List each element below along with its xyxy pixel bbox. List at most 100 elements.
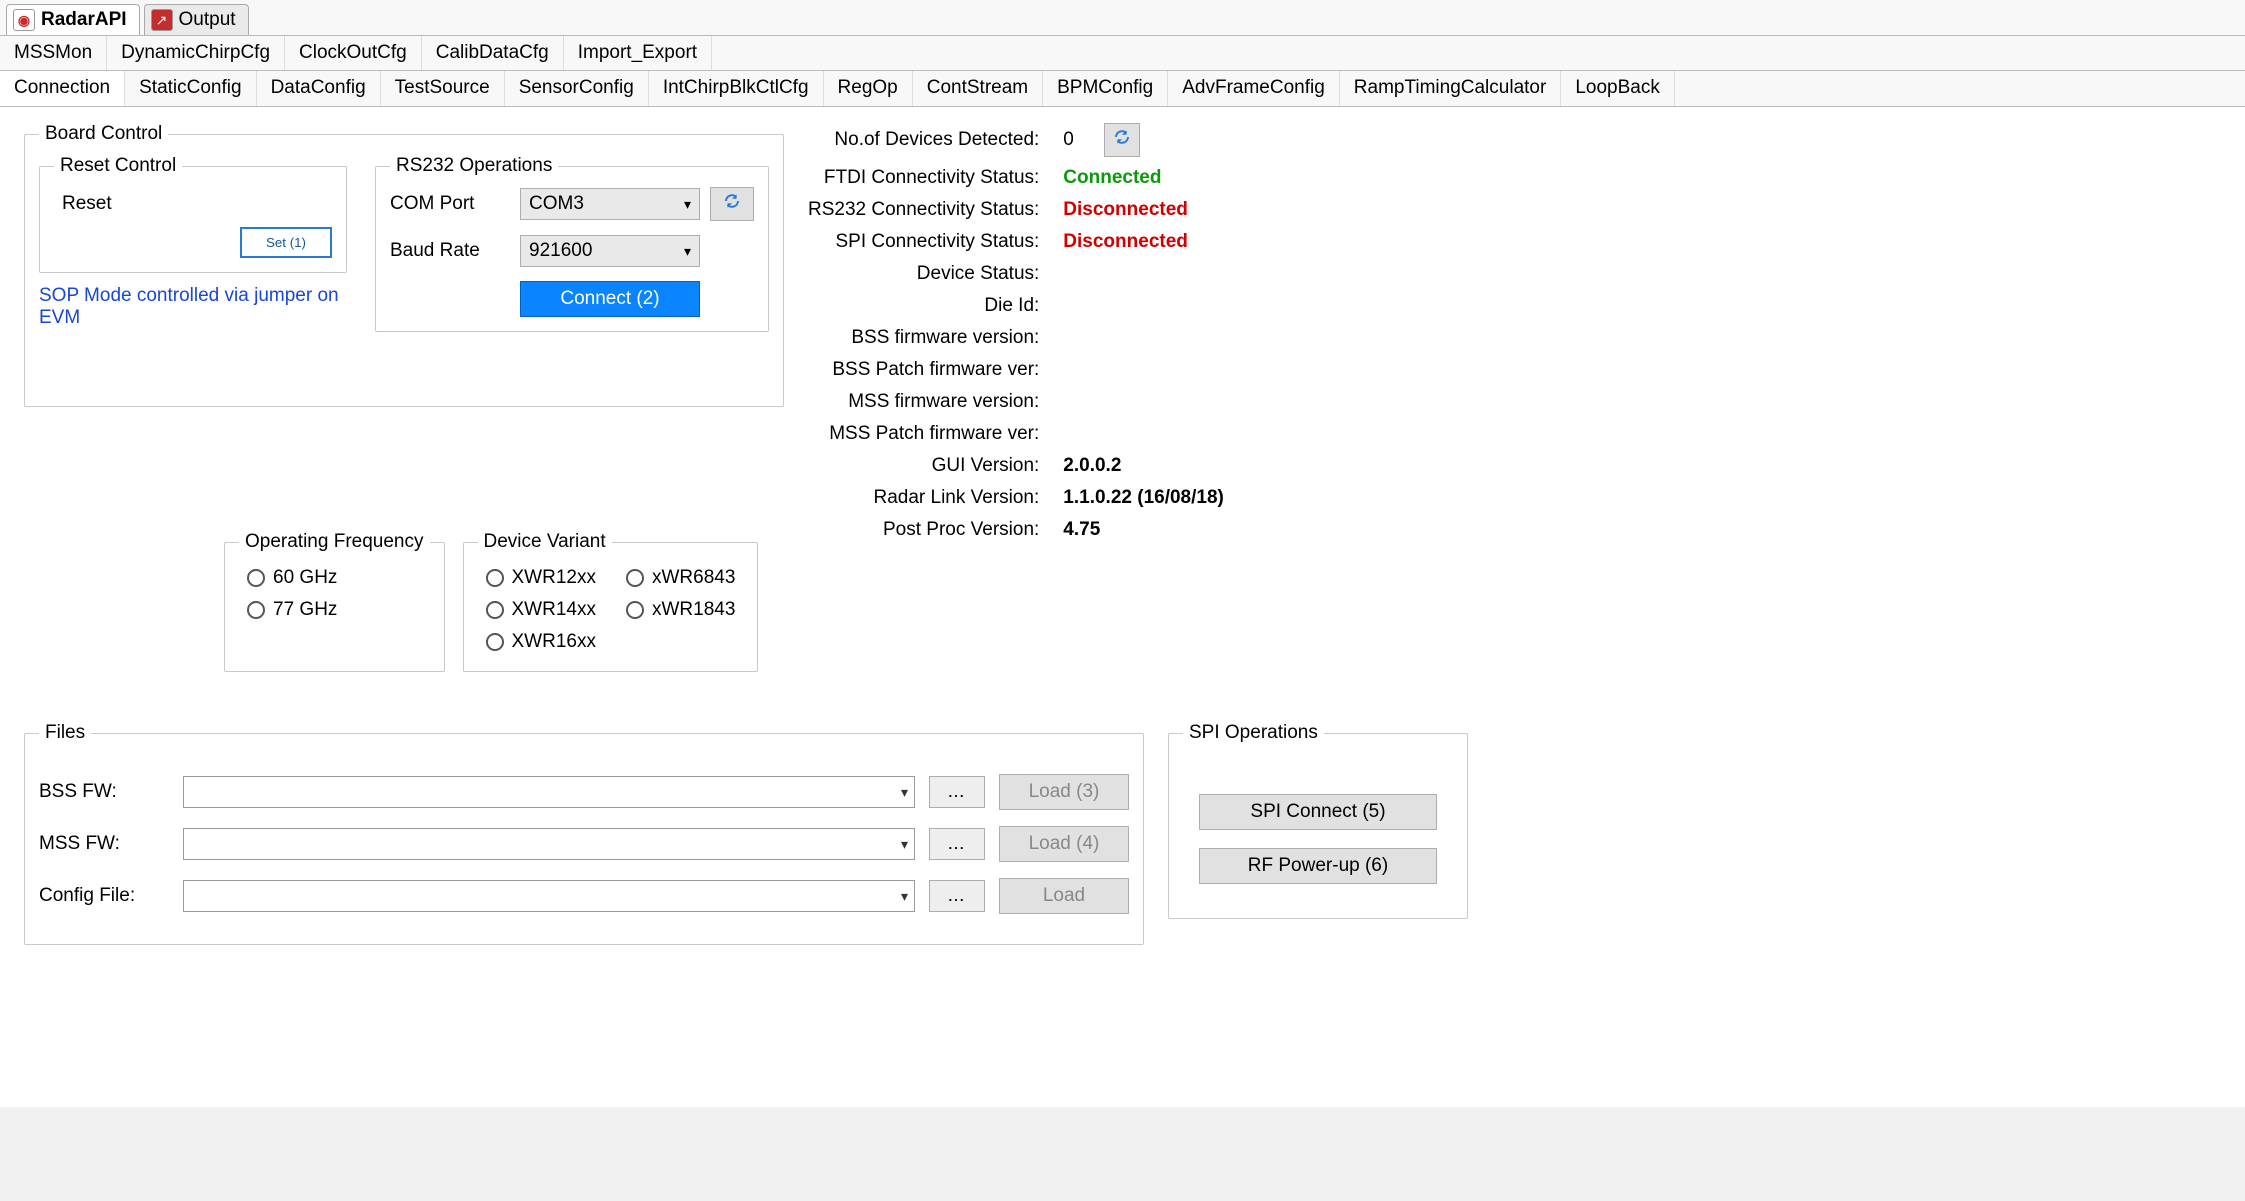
post-proc-value: 4.75 (1063, 519, 1224, 541)
secondary-tab-strip: MSSMonDynamicChirpCfgClockOutCfgCalibDat… (0, 36, 2245, 71)
tab-radarapi[interactable]: ◉ RadarAPI (6, 4, 140, 35)
tab-output[interactable]: ↗ Output (144, 4, 249, 35)
reset-control-group: Reset Control Reset Set (1) (39, 155, 347, 273)
tab-clockoutcfg[interactable]: ClockOutCfg (285, 36, 422, 70)
tab-loopback[interactable]: LoopBack (1561, 71, 1675, 106)
tab-mssmon[interactable]: MSSMon (0, 36, 107, 70)
bss-fw-label: BSS firmware version: (808, 327, 1039, 349)
tab-regop[interactable]: RegOp (824, 71, 913, 106)
mss-fw-load-button[interactable]: Load (4) (999, 826, 1129, 862)
baud-rate-value: 921600 (529, 240, 592, 262)
refresh-icon (723, 192, 741, 210)
tab-bpmconfig[interactable]: BPMConfig (1043, 71, 1168, 106)
status-panel: No.of Devices Detected: 0 FTDI Connectiv… (808, 123, 1224, 541)
rf-powerup-button[interactable]: RF Power-up (6) (1199, 848, 1437, 884)
config-file-load-button[interactable]: Load (999, 878, 1129, 914)
tab-ramptimingcalculator[interactable]: RampTimingCalculator (1340, 71, 1562, 106)
reset-label: Reset (54, 187, 332, 227)
variant-xwr14xx-radio[interactable]: XWR14xx (486, 599, 596, 621)
tab-radarapi-label: RadarAPI (41, 9, 127, 31)
tab-import-export[interactable]: Import_Export (564, 36, 712, 70)
freq-60ghz-radio[interactable]: 60 GHz (247, 567, 422, 589)
tab-dynamicchirpcfg[interactable]: DynamicChirpCfg (107, 36, 285, 70)
com-port-refresh-button[interactable] (710, 187, 754, 221)
tertiary-tab-strip: ConnectionStaticConfigDataConfigTestSour… (0, 71, 2245, 107)
gui-version-label: GUI Version: (808, 455, 1039, 477)
bss-fw-file-label: BSS FW: (39, 781, 169, 803)
rs232-connect-button[interactable]: Connect (2) (520, 281, 700, 317)
config-file-label: Config File: (39, 885, 169, 907)
spi-status-label: SPI Connectivity Status: (808, 231, 1039, 253)
variant-xwr12xx-radio[interactable]: XWR12xx (486, 567, 596, 589)
ftdi-status-label: FTDI Connectivity Status: (808, 167, 1039, 189)
chevron-down-icon: ▾ (901, 784, 908, 801)
bss-fw-file-input[interactable]: ▾ (183, 776, 915, 808)
tab-staticconfig[interactable]: StaticConfig (125, 71, 256, 106)
tab-output-label: Output (179, 9, 236, 31)
board-control-group: Board Control Reset Control Reset Set (1… (24, 123, 784, 407)
radar-link-label: Radar Link Version: (808, 487, 1039, 509)
rs232-operations-group: RS232 Operations COM Port COM3 ▾ (375, 155, 769, 332)
files-group: Files BSS FW: ▾ ... Load (3) MSS FW: ▾ .… (24, 722, 1144, 945)
post-proc-label: Post Proc Version: (808, 519, 1039, 541)
ftdi-status-value: Connected (1063, 167, 1224, 189)
tab-calibdatacfg[interactable]: CalibDataCfg (422, 36, 564, 70)
tab-sensorconfig[interactable]: SensorConfig (505, 71, 649, 106)
com-port-value: COM3 (529, 193, 584, 215)
mss-fw-file-input[interactable]: ▾ (183, 828, 915, 860)
device-status-label: Device Status: (808, 263, 1039, 285)
sop-mode-note: SOP Mode controlled via jumper on EVM (39, 285, 347, 329)
variant-xwr6843-radio[interactable]: xWR6843 (626, 567, 735, 589)
radarapi-icon: ◉ (13, 9, 35, 31)
chevron-down-icon: ▾ (901, 836, 908, 853)
freq-77ghz-radio[interactable]: 77 GHz (247, 599, 422, 621)
rs232-legend: RS232 Operations (390, 155, 558, 177)
operating-frequency-legend: Operating Frequency (239, 531, 430, 553)
files-legend: Files (39, 722, 91, 744)
com-port-label: COM Port (390, 193, 510, 215)
chevron-down-icon: ▾ (901, 888, 908, 905)
devices-detected-label: No.of Devices Detected: (808, 129, 1039, 151)
bss-patch-label: BSS Patch firmware ver: (808, 359, 1039, 381)
tab-connection[interactable]: Connection (0, 71, 125, 107)
mss-fw-browse-button[interactable]: ... (929, 828, 985, 860)
rs232-status-value: Disconnected (1063, 199, 1224, 221)
variant-xwr1843-radio[interactable]: xWR1843 (626, 599, 735, 621)
baud-rate-label: Baud Rate (390, 240, 510, 262)
bss-fw-load-button[interactable]: Load (3) (999, 774, 1129, 810)
rs232-status-label: RS232 Connectivity Status: (808, 199, 1039, 221)
refresh-icon (1113, 128, 1131, 146)
chevron-down-icon: ▾ (684, 196, 691, 213)
tab-intchirpblkctlcfg[interactable]: IntChirpBlkCtlCfg (649, 71, 824, 106)
tab-testsource[interactable]: TestSource (381, 71, 505, 106)
spi-operations-legend: SPI Operations (1183, 722, 1324, 744)
reset-control-legend: Reset Control (54, 155, 182, 177)
output-icon: ↗ (151, 9, 173, 31)
com-port-select[interactable]: COM3 ▾ (520, 188, 700, 220)
device-variant-legend: Device Variant (478, 531, 612, 553)
chevron-down-icon: ▾ (684, 243, 691, 260)
mss-fw-file-label: MSS FW: (39, 833, 169, 855)
tab-dataconfig[interactable]: DataConfig (257, 71, 381, 106)
mss-fw-label: MSS firmware version: (808, 391, 1039, 413)
reset-set-button[interactable]: Set (1) (240, 227, 332, 258)
baud-rate-select[interactable]: 921600 ▾ (520, 235, 700, 267)
variant-xwr16xx-radio[interactable]: XWR16xx (486, 631, 596, 653)
bss-fw-browse-button[interactable]: ... (929, 776, 985, 808)
gui-version-value: 2.0.0.2 (1063, 455, 1224, 477)
spi-connect-button[interactable]: SPI Connect (5) (1199, 794, 1437, 830)
devices-detected-value: 0 (1063, 129, 1074, 151)
config-file-browse-button[interactable]: ... (929, 880, 985, 912)
device-variant-group: Device Variant XWR12xx xWR6843 XWR14xx x… (463, 531, 759, 672)
operating-frequency-group: Operating Frequency 60 GHz 77 GHz (224, 531, 445, 672)
die-id-label: Die Id: (808, 295, 1039, 317)
tab-contstream[interactable]: ContStream (913, 71, 1043, 106)
spi-operations-group: SPI Operations SPI Connect (5) RF Power-… (1168, 722, 1468, 919)
window-tab-strip: ◉ RadarAPI ↗ Output (0, 0, 2245, 36)
radar-link-value: 1.1.0.22 (16/08/18) (1063, 487, 1224, 509)
tab-advframeconfig[interactable]: AdvFrameConfig (1168, 71, 1340, 106)
mss-patch-label: MSS Patch firmware ver: (808, 423, 1039, 445)
devices-refresh-button[interactable] (1104, 123, 1140, 157)
spi-status-value: Disconnected (1063, 231, 1224, 253)
config-file-input[interactable]: ▾ (183, 880, 915, 912)
